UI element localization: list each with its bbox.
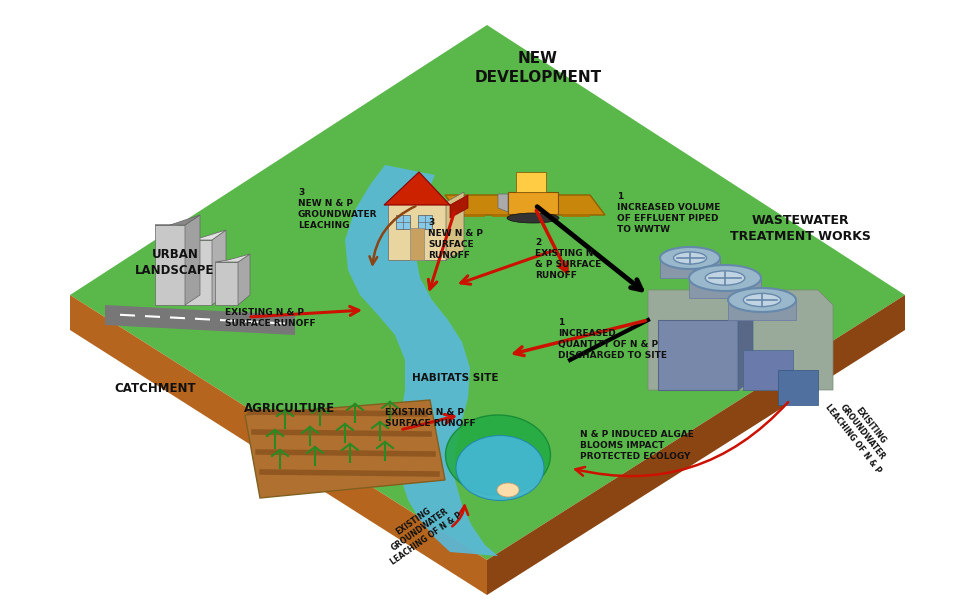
Ellipse shape [728,288,796,312]
Ellipse shape [705,271,745,285]
Polygon shape [743,350,793,390]
Polygon shape [245,400,445,498]
Polygon shape [345,165,498,556]
Bar [410,228,424,260]
Text: HABITATS SITE: HABITATS SITE [411,373,498,383]
Text: URBAN
LANDSCAPE: URBAN LANDSCAPE [136,248,214,276]
Polygon shape [70,25,905,560]
Polygon shape [238,254,250,305]
Text: EXISITING
GROUNDWATER
LEACHING OF N & P: EXISITING GROUNDWATER LEACHING OF N & P [824,389,901,475]
Ellipse shape [743,293,781,307]
Text: EXISTING N & P
SURFACE RUNOFF: EXISTING N & P SURFACE RUNOFF [225,308,316,328]
Polygon shape [384,172,450,205]
Polygon shape [658,320,738,390]
Polygon shape [185,240,212,305]
Ellipse shape [689,265,761,291]
Polygon shape [185,230,226,240]
Polygon shape [212,230,226,305]
Text: 2
EXISTING N
& P SURFACE
RUNOFF: 2 EXISTING N & P SURFACE RUNOFF [535,238,602,280]
Text: NEW
DEVELOPMENT: NEW DEVELOPMENT [475,51,602,85]
Ellipse shape [674,252,707,264]
Text: 3
NEW N & P
SURFACE
RUNOFF: 3 NEW N & P SURFACE RUNOFF [428,218,483,260]
Polygon shape [155,225,185,305]
Polygon shape [446,192,464,260]
Ellipse shape [660,247,720,269]
Bar [418,215,432,229]
Polygon shape [738,310,753,390]
Polygon shape [516,172,546,192]
Text: AGRICULTURE: AGRICULTURE [245,401,335,415]
Text: CATCHMENT: CATCHMENT [114,382,196,394]
Polygon shape [70,295,487,595]
Ellipse shape [446,415,551,495]
Polygon shape [445,195,605,215]
Polygon shape [689,278,761,298]
Polygon shape [185,215,200,305]
Polygon shape [778,370,818,405]
Text: 3
NEW N & P
GROUNDWATER
LEACHING: 3 NEW N & P GROUNDWATER LEACHING [298,188,377,230]
Polygon shape [660,258,720,278]
Text: N & P INDUCED ALGAE
BLOOMS IMPACT
PROTECTED ECOLOGY: N & P INDUCED ALGAE BLOOMS IMPACT PROTEC… [580,430,694,461]
Ellipse shape [497,483,519,497]
Polygon shape [508,192,558,214]
Polygon shape [728,300,796,320]
Text: WASTEWATER
TREATMENT WORKS: WASTEWATER TREATMENT WORKS [729,213,871,242]
Ellipse shape [456,436,544,501]
Polygon shape [498,194,508,212]
Polygon shape [215,262,238,305]
Text: EXISTING N & P
SURFACE RUNOFF: EXISTING N & P SURFACE RUNOFF [385,408,476,428]
Polygon shape [105,305,295,335]
Text: EXISTING
GROUNDWATER
LEACHING OF N & P: EXISTING GROUNDWATER LEACHING OF N & P [376,493,464,567]
Polygon shape [155,215,200,225]
Text: 1
INCREASED
QUANTITY OF N & P
DISCHARGED TO SITE: 1 INCREASED QUANTITY OF N & P DISCHARGED… [558,318,667,361]
Polygon shape [450,195,468,218]
Polygon shape [648,290,833,390]
Polygon shape [215,254,250,262]
Ellipse shape [507,213,559,223]
Bar [396,215,410,229]
Text: 1
INCREASED VOLUME
OF EFFLUENT PIPED
TO WWTW: 1 INCREASED VOLUME OF EFFLUENT PIPED TO … [617,192,721,234]
Polygon shape [487,295,905,595]
Polygon shape [388,202,446,260]
